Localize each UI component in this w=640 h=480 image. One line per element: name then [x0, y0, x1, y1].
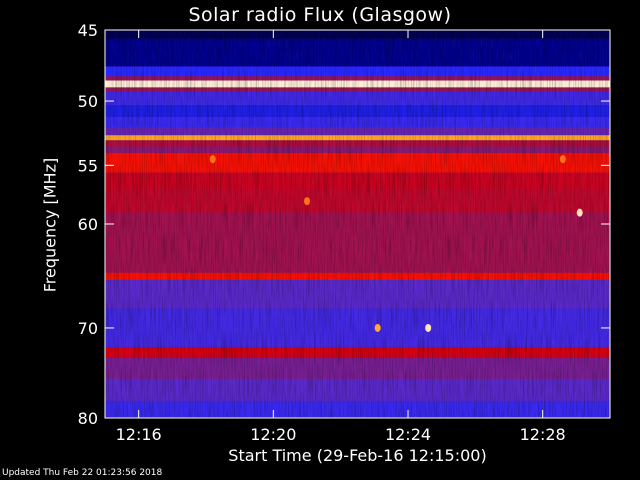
burst-5 — [304, 197, 310, 206]
y-tick-label-2: 55 — [78, 156, 98, 175]
burst-3 — [425, 323, 432, 332]
burst-4 — [374, 323, 381, 332]
burst-1 — [209, 155, 216, 164]
x-axis: 12:16 12:20 12:24 12:28 — [116, 30, 566, 444]
x-axis-label: Start Time (29-Feb-16 12:15:00) — [228, 446, 487, 465]
y-axis: 45 50 55 60 70 80 — [78, 21, 610, 428]
burst-0 — [576, 208, 583, 217]
burst-markers — [209, 155, 583, 332]
y-tick-label-4: 70 — [78, 319, 98, 338]
y-tick-label-5: 80 — [78, 409, 98, 428]
chart-title: Solar radio Flux (Glasgow) — [188, 4, 452, 26]
y-axis-label: Frequency [MHz] — [40, 157, 60, 293]
x-tick-label-1: 12:20 — [250, 425, 296, 444]
updated-timestamp: Updated Thu Feb 22 01:23:56 2018 — [2, 468, 163, 478]
x-tick-label-2: 12:24 — [385, 425, 431, 444]
x-tick-label-3: 12:28 — [520, 425, 566, 444]
noise-texture — [105, 30, 610, 418]
burst-2 — [559, 155, 566, 164]
y-tick-label-1: 50 — [78, 92, 98, 111]
y-tick-label-0: 45 — [78, 21, 98, 40]
x-tick-label-0: 12:16 — [116, 425, 162, 444]
y-tick-label-3: 60 — [78, 215, 98, 234]
